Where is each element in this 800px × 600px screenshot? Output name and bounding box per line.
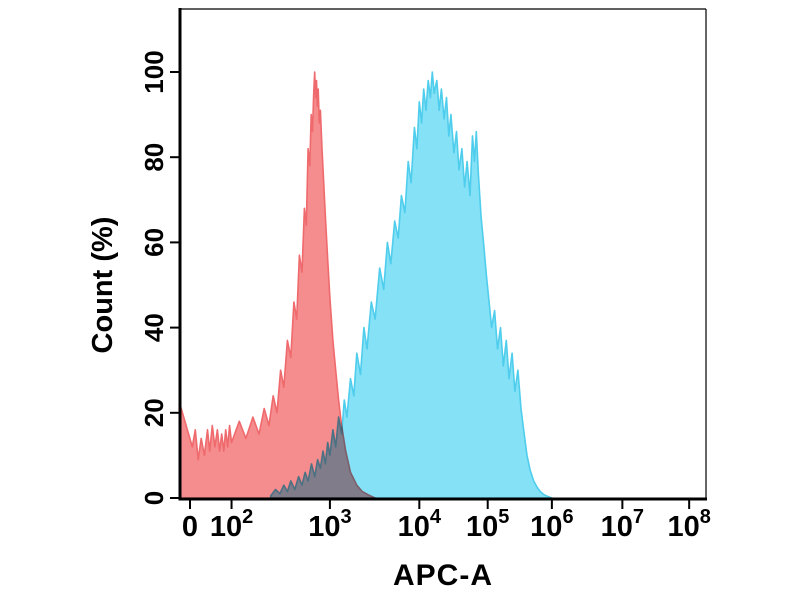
x-axis-ticks: 0 102 103 104 105 106 107 108 xyxy=(182,500,711,543)
y-axis-label: Count (%) xyxy=(87,217,119,354)
blue-population-area xyxy=(269,71,553,499)
x-tick-label: 104 xyxy=(398,506,442,543)
x-tick-label: 102 xyxy=(210,506,253,543)
x-tick-label: 108 xyxy=(667,506,710,543)
y-axis-ticks: 0 20 40 60 80 100 xyxy=(139,50,180,505)
y-tick-label: 60 xyxy=(139,228,169,257)
y-tick-label: 40 xyxy=(139,313,169,342)
x-tick-label: 105 xyxy=(466,506,509,543)
x-tick-label: 106 xyxy=(530,506,573,543)
x-tick-label: 107 xyxy=(601,506,644,543)
y-tick-label: 0 xyxy=(139,491,169,505)
y-tick-label: 80 xyxy=(139,143,169,172)
x-axis-label: APC-A xyxy=(393,559,493,592)
red-population-area xyxy=(179,71,376,499)
x-tick-label: 103 xyxy=(308,506,351,543)
x-tick-label: 0 xyxy=(182,511,198,543)
y-tick-label: 20 xyxy=(139,398,169,427)
series-areas xyxy=(179,71,553,499)
plot-frame xyxy=(178,8,707,501)
y-tick-label: 100 xyxy=(139,50,169,93)
